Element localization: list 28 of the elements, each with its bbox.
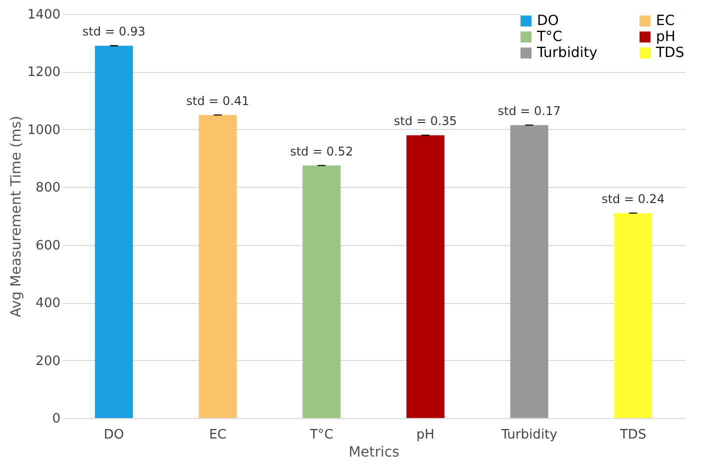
legend-label: EC <box>656 13 675 29</box>
annotation: std = 0.17 <box>498 104 561 118</box>
y-tick-label: 1200 <box>27 65 60 80</box>
x-tick-label: TDS <box>618 428 646 442</box>
x-tick-label: pH <box>416 428 434 442</box>
x-tick-label: EC <box>209 428 226 442</box>
y-tick-label: 800 <box>36 180 60 196</box>
x-tick-label: T°C <box>308 428 334 442</box>
y-axis-title: Avg Measurement Time (ms) <box>8 116 24 318</box>
y-tick-label: 1000 <box>27 122 60 138</box>
y-tick-label: 200 <box>36 354 60 369</box>
annotation: std = 0.41 <box>186 94 250 108</box>
annotation: std = 0.24 <box>602 192 665 206</box>
y-tick-label: 0 <box>52 412 60 426</box>
x-tick-label: Turbidity <box>500 428 558 442</box>
annotation: std = 0.52 <box>290 144 354 158</box>
x-axis-title: Metrics <box>348 444 400 460</box>
legend-label: pH <box>656 29 676 45</box>
annotation: std = 0.93 <box>82 24 146 39</box>
annotation: std = 0.35 <box>394 114 457 128</box>
y-tick-label: 1400 <box>27 8 60 22</box>
legend-label: Turbidity <box>536 45 598 61</box>
legend-label: DO <box>537 13 559 29</box>
y-tick-label: 600 <box>36 238 60 254</box>
legend-label: T°C <box>536 29 563 45</box>
legend-label: TDS <box>655 45 684 61</box>
y-tick-label: 400 <box>36 296 60 312</box>
x-tick-label: DO <box>104 428 124 442</box>
